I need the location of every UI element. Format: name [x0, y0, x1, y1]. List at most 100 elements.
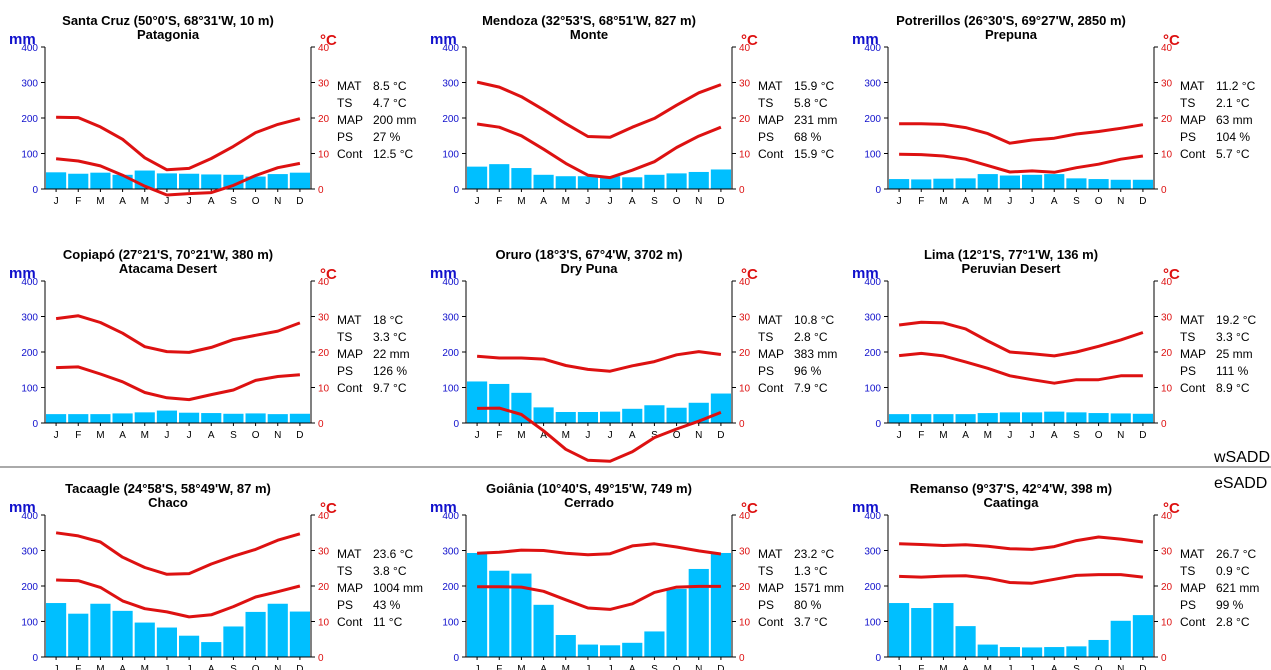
left-tick-label: 100 [442, 150, 459, 161]
stat-value-cont: 2.8 °C [1216, 615, 1250, 629]
x-tick-label: A [208, 430, 215, 441]
precip-bar [1022, 174, 1043, 189]
x-tick-label: F [496, 664, 502, 670]
stat-value-mat: 26.7 °C [1216, 547, 1256, 561]
stat-label-ts: TS [758, 330, 773, 344]
stat-label-ps: PS [337, 364, 353, 378]
precip-bar [289, 611, 310, 657]
x-tick-label: D [1139, 430, 1146, 441]
right-tick-label: 40 [1161, 511, 1173, 522]
precip-bar [533, 174, 554, 189]
left-tick-label: 400 [864, 277, 881, 288]
stat-value-cont: 3.7 °C [794, 615, 828, 629]
x-tick-label: F [918, 196, 924, 207]
stat-value-map: 22 mm [373, 347, 410, 361]
x-tick-label: O [1095, 664, 1103, 670]
right-tick-label: 20 [1161, 348, 1173, 359]
precip-bar [489, 164, 510, 189]
right-tick-label: 20 [318, 582, 330, 593]
right-unit-label: °C [320, 500, 337, 517]
stat-value-map: 1004 mm [373, 581, 423, 595]
precip-bar [201, 642, 222, 657]
x-tick-label: O [673, 196, 681, 207]
right-tick-label: 30 [1161, 547, 1173, 558]
precip-bar [977, 644, 998, 657]
left-tick-label: 0 [875, 653, 881, 664]
precip-bar [179, 173, 200, 189]
chart-title: Tacaagle (24°58'S, 58°49'W, 87 m) [65, 481, 271, 496]
precip-bar [644, 174, 665, 189]
stat-label-cont: Cont [1180, 147, 1206, 161]
climate-chart: Copiapó (27°21'S, 70°21'W, 380 m)Atacama… [9, 247, 410, 441]
x-tick-label: J [608, 196, 613, 207]
x-tick-label: J [54, 430, 59, 441]
left-unit-label: mm [9, 265, 36, 282]
right-tick-label: 10 [318, 150, 330, 161]
stat-value-ts: 1.3 °C [794, 564, 828, 578]
left-tick-label: 400 [442, 43, 459, 54]
chart-title: Copiapó (27°21'S, 70°21'W, 380 m) [63, 247, 273, 262]
x-tick-label: A [540, 664, 547, 670]
right-unit-label: °C [1163, 266, 1180, 283]
precip-bar [1044, 174, 1065, 189]
right-tick-label: 10 [318, 618, 330, 629]
right-tick-label: 20 [1161, 114, 1173, 125]
x-tick-label: F [918, 430, 924, 441]
x-tick-label: O [252, 664, 260, 670]
precip-bar [1088, 179, 1109, 189]
x-tick-label: J [608, 664, 613, 670]
left-tick-label: 100 [21, 384, 38, 395]
chart-subtitle: Patagonia [137, 27, 200, 42]
left-tick-label: 200 [21, 114, 38, 125]
precip-bar [666, 407, 687, 423]
x-tick-label: O [673, 430, 681, 441]
climate-chart: Tacaagle (24°58'S, 58°49'W, 87 m)Chaco mm… [9, 481, 423, 670]
temp-max-line [899, 122, 1144, 145]
right-tick-label: 40 [739, 511, 751, 522]
stat-label-mat: MAT [1180, 547, 1205, 561]
stat-label-ps: PS [337, 598, 353, 612]
stat-label-ps: PS [758, 364, 774, 378]
stat-value-ps: 68 % [794, 130, 822, 144]
left-tick-label: 200 [21, 348, 38, 359]
x-tick-label: O [1095, 430, 1103, 441]
x-tick-label: J [897, 430, 902, 441]
precip-bar [1110, 413, 1131, 423]
left-tick-label: 0 [453, 419, 459, 430]
stat-value-mat: 23.6 °C [373, 547, 413, 561]
right-tick-label: 20 [739, 582, 751, 593]
x-tick-label: A [540, 196, 547, 207]
precip-bar [1110, 620, 1131, 657]
stat-label-cont: Cont [337, 147, 363, 161]
x-tick-label: M [517, 430, 525, 441]
left-tick-label: 200 [864, 348, 881, 359]
precip-bar [1088, 413, 1109, 423]
precip-bar [489, 570, 510, 657]
temp-min-line [899, 573, 1144, 585]
precip-bar [666, 173, 687, 189]
precip-bar [467, 166, 488, 189]
stat-label-map: MAP [1180, 113, 1206, 127]
stat-label-ts: TS [337, 330, 352, 344]
precip-bar [600, 411, 621, 423]
left-tick-label: 100 [21, 150, 38, 161]
right-tick-label: 10 [318, 384, 330, 395]
precip-bar [555, 411, 576, 423]
precip-bar [46, 172, 67, 189]
stat-value-ts: 3.8 °C [373, 564, 407, 578]
x-tick-label: J [164, 664, 169, 670]
precip-bar [955, 626, 976, 657]
precip-bar [1110, 179, 1131, 189]
stat-label-ts: TS [758, 564, 773, 578]
stat-label-ps: PS [1180, 364, 1196, 378]
x-tick-label: N [274, 430, 281, 441]
right-tick-label: 30 [1161, 79, 1173, 90]
stat-value-mat: 10.8 °C [794, 313, 834, 327]
stat-value-mat: 15.9 °C [794, 79, 834, 93]
left-tick-label: 300 [864, 313, 881, 324]
x-tick-label: M [562, 664, 570, 670]
x-tick-label: M [939, 196, 947, 207]
stat-label-cont: Cont [337, 381, 363, 395]
left-tick-label: 200 [442, 114, 459, 125]
precip-bar [911, 179, 932, 189]
